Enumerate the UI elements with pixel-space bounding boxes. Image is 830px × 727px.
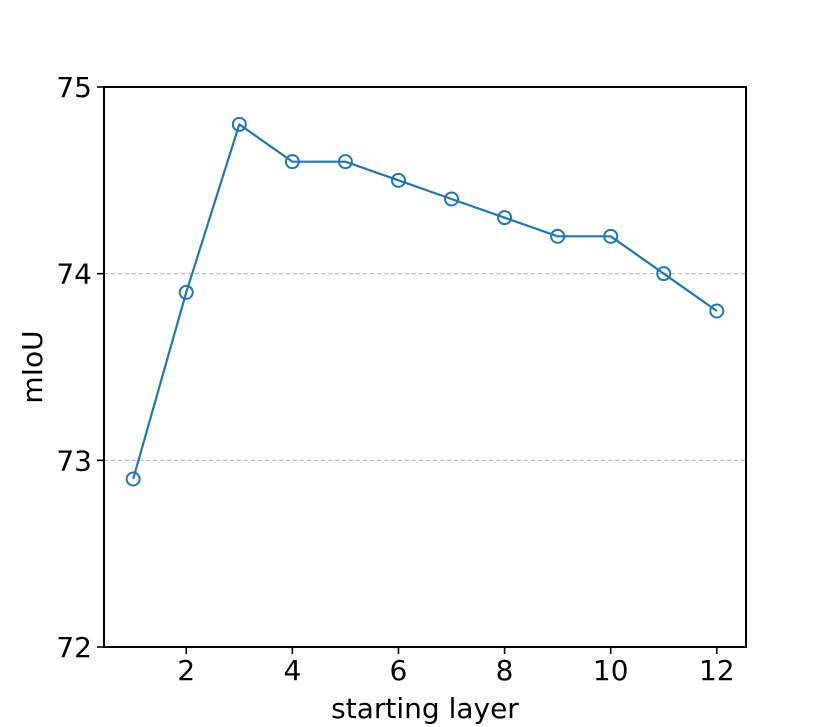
y-axis-title: mIoU — [16, 330, 49, 403]
data-point-6 — [390, 172, 406, 188]
data-point-5 — [337, 154, 353, 170]
y-tick-label-73: 73 — [56, 444, 92, 477]
x-tick-label-12: 12 — [699, 654, 735, 687]
y-tick-label-72: 72 — [56, 631, 92, 664]
x-tick-label-6: 6 — [390, 654, 408, 687]
x-tick-label-2: 2 — [177, 654, 195, 687]
data-point-10 — [603, 228, 619, 244]
data-point-9 — [550, 228, 566, 244]
y-tick-label-75: 75 — [56, 71, 92, 104]
data-point-11 — [656, 266, 672, 282]
y-tick-label-74: 74 — [56, 258, 92, 291]
x-axis-title: starting layer — [331, 692, 519, 725]
data-point-4 — [284, 154, 300, 170]
data-series — [125, 116, 725, 487]
x-tick-label-8: 8 — [496, 654, 514, 687]
plot-area-frame — [103, 86, 747, 648]
axis-ticks: 2 4 6 8 10 12 72 73 74 75 — [56, 71, 734, 687]
data-point-1 — [125, 471, 141, 487]
series-line-0 — [132, 123, 718, 480]
x-tick-label-10: 10 — [593, 654, 629, 687]
x-tick-label-4: 4 — [283, 654, 301, 687]
data-point-3 — [231, 116, 247, 132]
data-point-7 — [444, 191, 460, 207]
data-point-8 — [497, 210, 513, 226]
data-point-2 — [178, 284, 194, 300]
grid-lines — [104, 273, 746, 461]
data-point-12 — [709, 303, 725, 319]
